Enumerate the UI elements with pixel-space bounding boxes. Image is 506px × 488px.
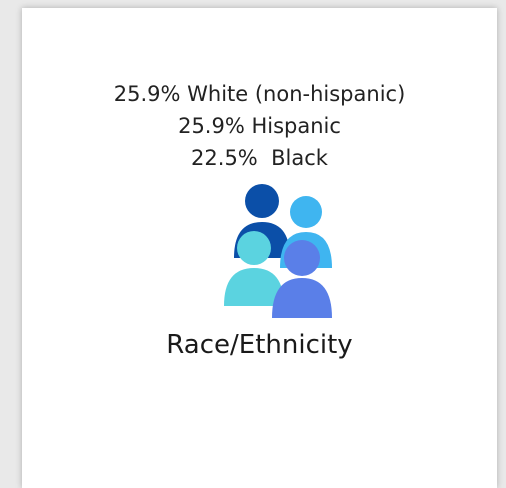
card: 25.9% White (non-hispanic) 25.9% Hispanic…	[22, 8, 497, 488]
title: Race/Ethnicity	[166, 330, 353, 360]
stat-line: 25.9% Hispanic	[178, 114, 341, 138]
stats: 25.9% White (non-hispanic) 25.9% Hispanic…	[22, 78, 497, 174]
stat-line: 25.9% White (non-hispanic)	[113, 82, 406, 106]
stat-line: 22.5% Black	[191, 146, 328, 170]
people-icon	[224, 184, 332, 318]
